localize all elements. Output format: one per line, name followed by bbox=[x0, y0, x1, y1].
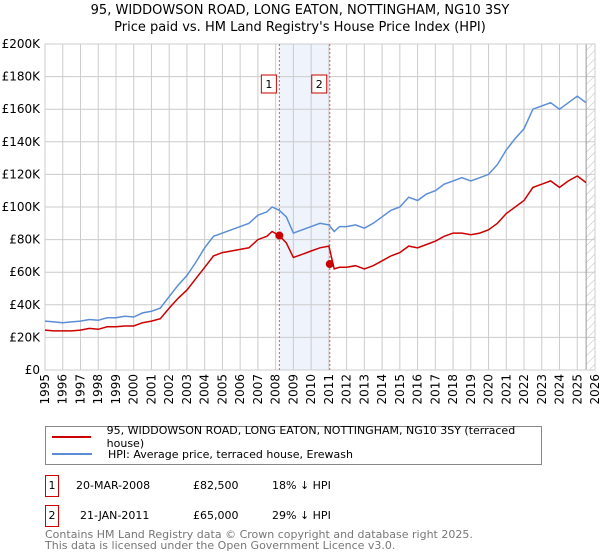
x-tick-label: 1997 bbox=[73, 374, 87, 405]
sale-label-box bbox=[311, 74, 328, 94]
y-tick-label: £140K bbox=[2, 135, 42, 149]
transaction-price: £82,500 bbox=[193, 479, 239, 492]
x-tick-label: 2004 bbox=[198, 374, 212, 405]
y-tick-label: £40K bbox=[9, 298, 41, 312]
plot-border bbox=[44, 43, 596, 371]
sale-label: 2 bbox=[316, 78, 323, 91]
sale-label-box bbox=[260, 74, 277, 94]
x-tick-label: 1996 bbox=[56, 374, 70, 405]
y-tick-label: £80K bbox=[9, 233, 41, 247]
x-tick-label: 2006 bbox=[233, 374, 247, 405]
y-tick-label: £160K bbox=[2, 102, 42, 116]
x-tick-label: 1998 bbox=[91, 374, 105, 405]
x-tick-label: 2026 bbox=[588, 374, 600, 405]
x-tick-label: 2018 bbox=[446, 374, 460, 405]
x-tick-label: 2010 bbox=[304, 374, 318, 405]
x-tick-label: 2020 bbox=[482, 374, 496, 405]
legend-swatch-blue bbox=[52, 453, 92, 455]
y-tick-label: £100K bbox=[2, 200, 42, 214]
x-tick-label: 2011 bbox=[322, 374, 336, 405]
transaction-hpi: 29% ↓ HPI bbox=[272, 509, 331, 522]
y-tick-label: £180K bbox=[2, 70, 42, 84]
transaction-date: 20-MAR-2008 bbox=[76, 479, 151, 492]
footer: Contains HM Land Registry data © Crown c… bbox=[45, 529, 473, 551]
x-tick-label: 2009 bbox=[286, 374, 300, 405]
chart-plot: £0 £20K £40K £60K £80K £100K £120K £140K £160K £1… bbox=[2, 37, 600, 405]
x-tick-label: 2019 bbox=[464, 374, 478, 405]
x-tick-label: 2021 bbox=[499, 374, 513, 405]
transaction-row: 2 21-JAN-2011 £65,000 29% ↓ HPI bbox=[45, 505, 545, 527]
x-tick-label: 2013 bbox=[357, 374, 371, 405]
x-tick-label: 2023 bbox=[535, 374, 549, 405]
series-line bbox=[44, 175, 587, 332]
footer-line: Contains HM Land Registry data © Crown c… bbox=[45, 528, 473, 541]
legend: 95, WIDDOWSON ROAD, LONG EATON, NOTTINGH… bbox=[45, 424, 542, 465]
x-tick-label: 2007 bbox=[251, 374, 265, 405]
y-tick-label: £0 bbox=[25, 363, 40, 377]
x-tick-label: 2012 bbox=[340, 374, 354, 405]
chart-title: 95, WIDDOWSON ROAD, LONG EATON, NOTTINGH… bbox=[90, 3, 510, 18]
x-tick-label: 2014 bbox=[375, 374, 389, 405]
x-tick-label: 2015 bbox=[393, 374, 407, 405]
x-tick-label: 2003 bbox=[180, 374, 194, 405]
transaction-price: £65,000 bbox=[193, 509, 239, 522]
transaction-date: 21-JAN-2011 bbox=[80, 509, 150, 522]
x-tick-label: 1999 bbox=[109, 374, 123, 405]
sale-label: 1 bbox=[265, 78, 272, 91]
x-tick-label: 2005 bbox=[215, 374, 229, 405]
marker-badge: 2 bbox=[45, 505, 59, 527]
y-tick-label: £120K bbox=[2, 167, 42, 181]
legend-label: 95, WIDDOWSON ROAD, LONG EATON, NOTTINGH… bbox=[106, 424, 516, 450]
marker-badge: 1 bbox=[45, 475, 59, 497]
chart-subtitle: Price paid vs. HM Land Registry's House … bbox=[114, 20, 486, 35]
x-tick-label: 2022 bbox=[517, 374, 531, 405]
x-tick-label: 2002 bbox=[162, 374, 176, 405]
series-line bbox=[44, 95, 587, 324]
x-tick-label: 2001 bbox=[144, 374, 158, 405]
x-tick-label: 2025 bbox=[570, 374, 584, 405]
x-tick-label: 2024 bbox=[553, 374, 567, 405]
x-tick-label: 2016 bbox=[411, 374, 425, 405]
sale-point bbox=[325, 260, 334, 269]
legend-label: HPI: Average price, terraced house, Erew… bbox=[108, 447, 353, 461]
y-tick-label: £200K bbox=[2, 37, 42, 51]
x-tick-label: 2017 bbox=[428, 374, 442, 405]
x-tick-label: 2008 bbox=[269, 374, 283, 405]
footer-line: This data is licensed under the Open Gov… bbox=[45, 539, 396, 552]
legend-item-price: 95, WIDDOWSON ROAD, LONG EATON, NOTTINGH… bbox=[46, 424, 541, 450]
transaction-row: 1 20-MAR-2008 £82,500 18% ↓ HPI bbox=[45, 475, 545, 497]
y-tick-label: £60K bbox=[9, 265, 41, 279]
y-tick-label: £20K bbox=[9, 330, 41, 344]
x-tick-label: 2000 bbox=[127, 374, 141, 405]
sale-point bbox=[275, 231, 284, 240]
legend-swatch-red bbox=[52, 436, 91, 438]
legend-item-hpi: HPI: Average price, terraced house, Erew… bbox=[46, 445, 353, 463]
transaction-hpi: 18% ↓ HPI bbox=[272, 479, 331, 492]
x-tick-label: 1995 bbox=[38, 374, 52, 405]
